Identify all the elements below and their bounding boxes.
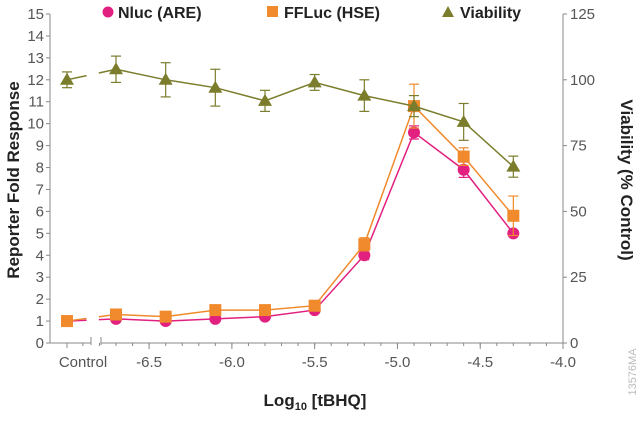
point-ffluc-hse bbox=[507, 209, 520, 222]
y-tick-label: 9 bbox=[36, 138, 44, 155]
x-tick-label: -6.5 bbox=[136, 354, 162, 371]
point-ffluc-hse bbox=[457, 150, 470, 163]
y-tick-label: 5 bbox=[36, 225, 44, 242]
y-tick-label: 13 bbox=[27, 50, 44, 67]
x-tick-label: -4.0 bbox=[550, 354, 576, 371]
y2-tick-label: 100 bbox=[570, 72, 595, 89]
legend-marker-nluc bbox=[102, 6, 114, 18]
x-tick-label: -5.5 bbox=[302, 354, 328, 371]
x-axis-title: Log10 [tBHQ] bbox=[264, 391, 367, 413]
legend-label-ffluc: FFLuc (HSE) bbox=[284, 5, 380, 22]
y2-tick-label: 50 bbox=[570, 203, 587, 220]
point-viability bbox=[307, 75, 322, 88]
y2-tick-label: 25 bbox=[570, 269, 587, 286]
axes: Control012345678910111213141502550751001… bbox=[27, 6, 595, 371]
y2-tick-label: 125 bbox=[570, 6, 595, 23]
y-tick-label: 10 bbox=[27, 116, 44, 133]
y-tick-label: 12 bbox=[27, 72, 44, 89]
point-ffluc-hse bbox=[358, 238, 371, 251]
point-viability bbox=[60, 72, 74, 85]
x-tick-label: -6.0 bbox=[219, 354, 245, 371]
point-viability bbox=[258, 93, 272, 106]
point-viability bbox=[158, 72, 173, 85]
point-ffluc-hse bbox=[209, 304, 222, 317]
point-viability bbox=[357, 88, 372, 101]
point-ffluc-hse bbox=[159, 310, 172, 323]
point-nluc-are bbox=[408, 126, 420, 139]
y2-tick-label: 0 bbox=[570, 335, 578, 352]
point-nluc-are bbox=[358, 249, 371, 262]
y-tick-label: 2 bbox=[36, 291, 44, 308]
y-tick-label: 1 bbox=[36, 313, 44, 330]
y-tick-label: 3 bbox=[36, 269, 44, 286]
y-tick-label: 11 bbox=[28, 94, 44, 111]
point-viability bbox=[208, 80, 223, 93]
y-axis-title: Reporter Fold Response bbox=[4, 81, 23, 278]
legend-marker-viability bbox=[442, 6, 454, 17]
point-ffluc-hse bbox=[61, 315, 73, 328]
data-marks bbox=[60, 55, 521, 328]
x-tick-label: -4.5 bbox=[467, 354, 493, 371]
point-ffluc-hse bbox=[110, 308, 122, 321]
point-nluc-are bbox=[457, 163, 470, 176]
x-axis-title-main: Log bbox=[264, 391, 295, 410]
point-viability bbox=[109, 62, 123, 75]
point-viability bbox=[456, 114, 471, 127]
legend-marker-ffluc bbox=[267, 6, 278, 17]
x-axis-title-rest: [tBHQ] bbox=[307, 391, 366, 410]
legend-label-nluc: Nluc (ARE) bbox=[118, 5, 202, 22]
point-viability bbox=[407, 99, 421, 112]
series-line-ffluc-hse bbox=[115, 104, 514, 318]
watermark: 13576MA bbox=[627, 348, 639, 396]
y-tick-label: 15 bbox=[27, 6, 44, 23]
x-tick-label-control: Control bbox=[59, 354, 107, 371]
y-tick-label: 7 bbox=[36, 181, 44, 198]
y-tick-label: 0 bbox=[36, 335, 44, 352]
point-ffluc-hse bbox=[259, 304, 271, 317]
legend-label-viability: Viability bbox=[460, 5, 521, 22]
point-ffluc-hse bbox=[308, 299, 321, 312]
y2-axis-title: Viability (% Control) bbox=[617, 99, 636, 260]
y-tick-label: 6 bbox=[36, 203, 44, 220]
y-tick-label: 14 bbox=[27, 28, 44, 45]
point-viability bbox=[506, 159, 521, 172]
x-tick-label: -5.0 bbox=[385, 354, 411, 371]
y-tick-label: 8 bbox=[36, 160, 44, 177]
series-line-nluc-are bbox=[115, 131, 514, 322]
y2-tick-label: 75 bbox=[570, 138, 587, 155]
legend: Nluc (ARE) FFLuc (HSE) Viability bbox=[102, 5, 521, 22]
y-tick-label: 4 bbox=[36, 247, 44, 264]
x-axis-title-sub: 10 bbox=[295, 401, 307, 413]
